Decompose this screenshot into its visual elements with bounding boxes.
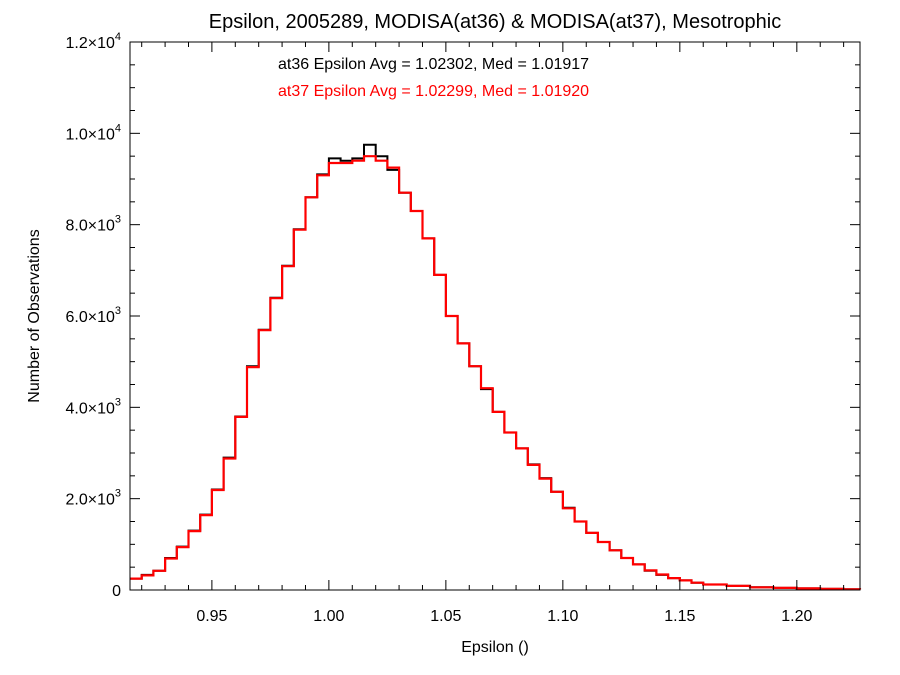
y-axis-label: Number of Observations: [26, 229, 43, 402]
x-tick-label: 1.00: [313, 608, 344, 625]
annotation-0: at36 Epsilon Avg = 1.02302, Med = 1.0191…: [278, 56, 589, 73]
y-tick-label: 1.2×104: [65, 31, 121, 52]
y-tick-label: 1.0×104: [65, 122, 121, 143]
y-tick-label: 2.0×103: [65, 488, 121, 509]
annotation-1: at37 Epsilon Avg = 1.02299, Med = 1.0192…: [278, 83, 589, 100]
x-tick-label: 1.20: [781, 608, 812, 625]
annotations: at36 Epsilon Avg = 1.02302, Med = 1.0191…: [278, 56, 589, 100]
x-tick-label: 1.15: [664, 608, 695, 625]
series-1-line: [130, 155, 862, 591]
x-tick-label: 1.10: [547, 608, 578, 625]
y-tick-label: 8.0×103: [65, 214, 121, 235]
y-tick-label: 6.0×103: [65, 305, 121, 326]
x-tick-label: 1.05: [430, 608, 461, 625]
y-axis: 0 2.0×103 4.0×103 6.0×103 8.0×103 1.0×104 1.2×…: [65, 31, 860, 600]
chart-title: Epsilon, 2005289, MODISA(at36) & MODISA(…: [209, 11, 781, 33]
x-axis-label: Epsilon (): [461, 639, 529, 656]
x-axis: 0.95 1.00 1.05 1.10 1.15 1.20: [141, 42, 845, 625]
x-tick-label: 0.95: [196, 608, 227, 625]
y-tick-label: 4.0×103: [65, 396, 121, 417]
y-tick-label: 0: [112, 583, 121, 600]
plot-area: [130, 143, 862, 591]
